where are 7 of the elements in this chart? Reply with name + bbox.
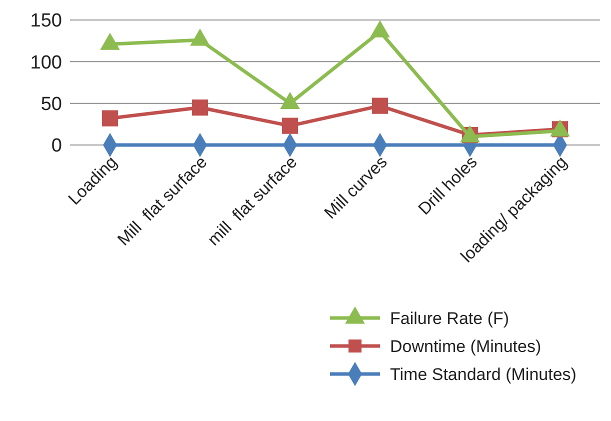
- y-tick-label: 0: [51, 136, 62, 157]
- y-tick-label: 150: [30, 10, 62, 32]
- legend-label: Time Standard (Minutes): [390, 364, 576, 384]
- legend-label: Failure Rate (F): [390, 308, 510, 328]
- y-tick-label: 50: [40, 94, 62, 115]
- y-tick-label: 100: [30, 52, 62, 74]
- legend-label: Downtime (Minutes): [390, 336, 542, 356]
